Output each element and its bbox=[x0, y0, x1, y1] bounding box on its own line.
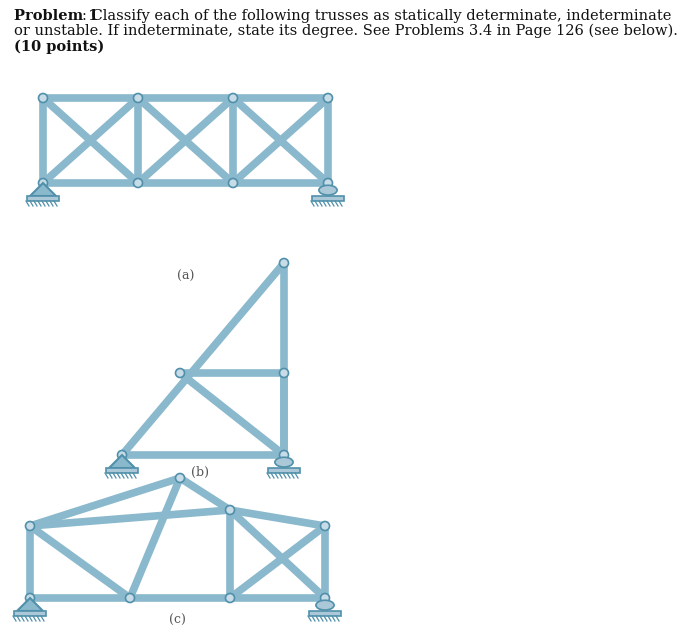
Text: (10 points): (10 points) bbox=[14, 40, 104, 54]
Circle shape bbox=[279, 258, 288, 267]
Circle shape bbox=[321, 594, 330, 603]
Ellipse shape bbox=[275, 457, 293, 467]
Circle shape bbox=[38, 178, 48, 187]
Circle shape bbox=[134, 93, 143, 102]
Circle shape bbox=[125, 594, 134, 603]
Circle shape bbox=[176, 368, 185, 377]
Circle shape bbox=[323, 178, 332, 187]
Circle shape bbox=[228, 178, 237, 187]
Circle shape bbox=[228, 93, 237, 102]
Text: (a): (a) bbox=[177, 270, 194, 283]
Polygon shape bbox=[27, 196, 59, 201]
Circle shape bbox=[225, 506, 234, 515]
Circle shape bbox=[321, 522, 330, 531]
Circle shape bbox=[118, 451, 127, 460]
Polygon shape bbox=[268, 468, 300, 473]
Circle shape bbox=[25, 522, 34, 531]
Text: (b): (b) bbox=[191, 466, 209, 479]
Polygon shape bbox=[309, 611, 341, 616]
Polygon shape bbox=[17, 598, 43, 611]
Circle shape bbox=[134, 178, 143, 187]
Circle shape bbox=[279, 368, 288, 377]
Circle shape bbox=[323, 93, 332, 102]
Circle shape bbox=[176, 473, 185, 482]
Polygon shape bbox=[14, 611, 46, 616]
Polygon shape bbox=[30, 183, 56, 196]
Polygon shape bbox=[106, 468, 138, 473]
Circle shape bbox=[38, 93, 48, 102]
Text: or unstable. If indeterminate, state its degree. See Problems 3.4 in Page 126 (s: or unstable. If indeterminate, state its… bbox=[14, 24, 678, 39]
Text: (c): (c) bbox=[169, 614, 186, 627]
Circle shape bbox=[279, 451, 288, 460]
Text: : Classify each of the following trusses as statically determinate, indeterminat: : Classify each of the following trusses… bbox=[82, 9, 671, 23]
Ellipse shape bbox=[319, 185, 337, 195]
Circle shape bbox=[225, 594, 234, 603]
Polygon shape bbox=[109, 455, 135, 468]
Polygon shape bbox=[312, 196, 344, 201]
Text: Problem 1: Problem 1 bbox=[14, 9, 99, 23]
Circle shape bbox=[25, 594, 34, 603]
Ellipse shape bbox=[316, 600, 334, 610]
